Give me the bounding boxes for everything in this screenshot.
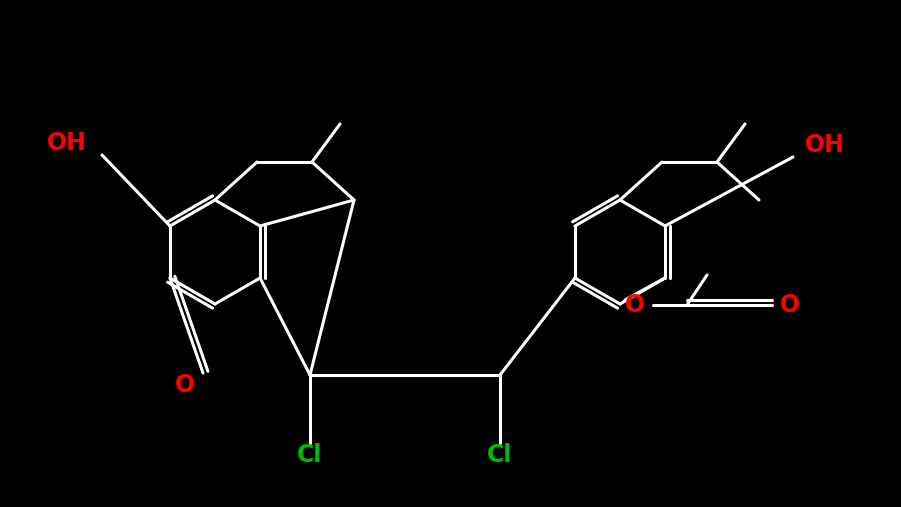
Text: OH: OH	[47, 131, 86, 155]
Text: Cl: Cl	[487, 443, 513, 467]
Text: OH: OH	[805, 133, 845, 157]
Text: O: O	[780, 293, 800, 317]
Text: O: O	[175, 373, 195, 397]
Text: Cl: Cl	[297, 443, 323, 467]
Text: O: O	[625, 293, 645, 317]
